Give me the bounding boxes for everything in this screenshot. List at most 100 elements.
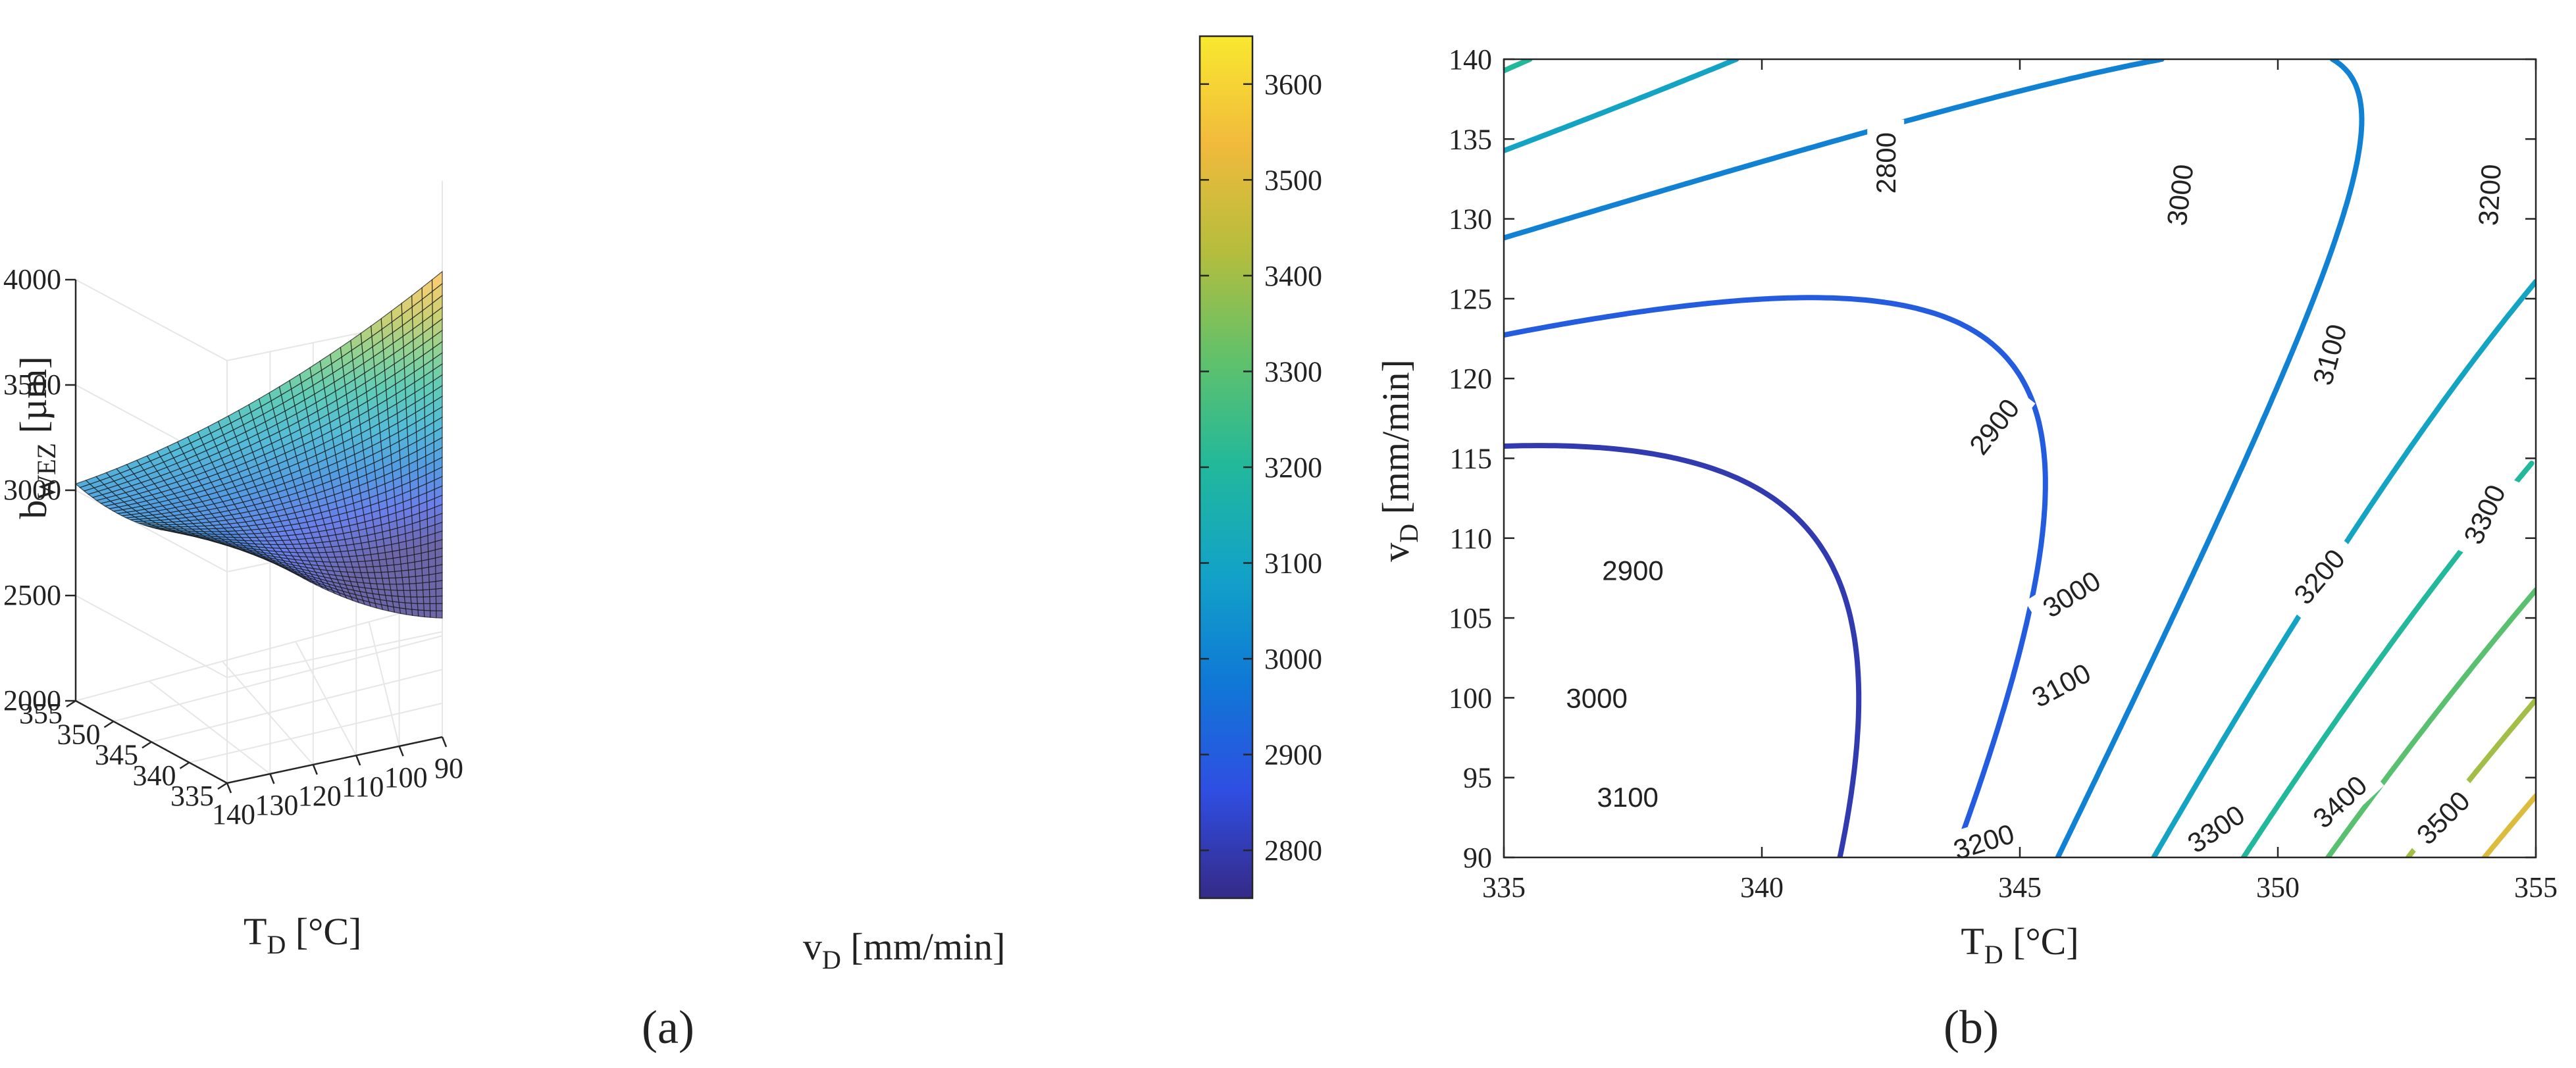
x-tick-label: 335 xyxy=(170,780,214,812)
x-tick-label: 350 xyxy=(57,718,101,750)
surface-patch xyxy=(429,596,437,605)
surface-patch xyxy=(409,590,418,598)
y-tick-label: 130 xyxy=(255,789,298,821)
contour-label-background xyxy=(1936,811,2031,872)
contour-x-axis-label-subscript: D xyxy=(1984,940,2003,969)
surface-mesh xyxy=(74,270,443,619)
z-axis-label-unit: [µm] xyxy=(12,356,55,443)
contour-label-background xyxy=(1553,679,1641,717)
contour-y-tick-label: 105 xyxy=(1449,602,1492,634)
contour-label-background xyxy=(2468,150,2510,240)
contour-y-axis-label: vD [mm/min] xyxy=(1374,359,1424,562)
colorbar-tick-label: 3200 xyxy=(1264,451,1322,484)
contour-label-background xyxy=(2399,773,2487,861)
contour-y-tick-label: 135 xyxy=(1449,123,1492,155)
y-axis-label: vD [mm/min] xyxy=(803,925,1006,975)
contour-line-3500 xyxy=(2481,793,2536,857)
contour-line-3300 xyxy=(2325,587,2536,857)
x-tick-mark xyxy=(142,741,152,749)
contour-x-axis-label-unit: [°C] xyxy=(2003,920,2079,963)
contour-x-tick-label: 340 xyxy=(1740,871,1784,903)
surface-patch xyxy=(411,609,419,617)
surface-patch xyxy=(421,574,430,584)
surface-patch xyxy=(417,609,425,618)
surface-patch xyxy=(74,480,91,488)
surface-patch xyxy=(407,569,417,578)
y-tick-mark xyxy=(226,782,232,794)
contour-label-background xyxy=(2156,149,2203,241)
x-axis-label-main: T xyxy=(244,910,267,953)
surface-patch xyxy=(436,610,443,619)
surface-patch xyxy=(395,576,403,585)
contour-line-2800 xyxy=(1504,443,1862,857)
z-tick-label: 3500 xyxy=(3,369,61,401)
y-tick-mark xyxy=(312,764,318,775)
colorbar-tick-label: 2800 xyxy=(1264,834,1322,867)
contour-label-background xyxy=(1867,119,1905,207)
contour-label-background xyxy=(1953,380,2036,472)
contour-label-group: 3200 xyxy=(2468,150,2510,240)
surface-patch xyxy=(402,583,411,591)
surface-patch xyxy=(411,602,419,611)
contour-x-tick-label: 355 xyxy=(2514,871,2558,903)
z-tick-label: 3000 xyxy=(3,474,61,506)
y-tick-label: 120 xyxy=(298,780,342,812)
z-axis-label: bWEZ [µm] xyxy=(12,356,61,519)
contour-y-axis-label-subscript: D xyxy=(1394,524,1424,543)
contour-label: 3100 xyxy=(1597,782,1658,813)
surface-patch xyxy=(401,569,409,578)
colorbar-tick-label: 3400 xyxy=(1264,260,1322,292)
surface-patch xyxy=(423,609,431,618)
surface-patch xyxy=(435,595,443,604)
colorbar-tick-label: 3100 xyxy=(1264,547,1322,580)
contour-x-tick-label: 345 xyxy=(1998,871,2042,903)
surface-patch xyxy=(423,603,431,611)
y-tick-mark xyxy=(355,755,361,766)
surface-patch xyxy=(429,610,437,619)
contour-ticks: 335 340 345 350 355 90 95 100 105 110 115 120 125 130… xyxy=(1449,43,2558,903)
contour-x-axis-label-main: T xyxy=(1961,920,1984,963)
x-tick-mark xyxy=(103,721,115,728)
contour-label-background xyxy=(2024,555,2119,633)
contour-x-axis-label: TD [°C] xyxy=(1961,920,2078,969)
contour-label-background xyxy=(2295,758,2384,845)
y-axis-label-unit: [mm/min] xyxy=(841,925,1006,968)
x-axis-label-subscript: D xyxy=(267,930,286,959)
x-tick-mark xyxy=(217,782,228,790)
surface-patch xyxy=(429,603,437,611)
surface-patch xyxy=(408,576,417,584)
y-tick-label: 100 xyxy=(384,761,428,794)
surface-patch xyxy=(393,563,402,572)
colorbar-tick-label: 3500 xyxy=(1264,164,1322,196)
surface-patch xyxy=(417,603,425,611)
contour-label-group: 2800 xyxy=(1867,119,1905,207)
contour-y-tick-label: 115 xyxy=(1450,443,1492,475)
contour-label-background xyxy=(1589,551,1676,589)
colorbar-ticks: 2800 2900 3000 3100 3200 3300 3400 3500 3600 xyxy=(1200,68,1322,867)
y-tick-mark xyxy=(269,773,275,784)
contour-plot-area xyxy=(1504,59,2536,857)
z-tick-label: 2000 xyxy=(3,684,61,717)
z-tick-label: 4000 xyxy=(3,263,61,295)
surface-patch xyxy=(423,596,430,605)
contour-label-group: 2900 xyxy=(1589,551,1676,589)
colorbar-tick-label: 3000 xyxy=(1264,643,1322,675)
surface-patch xyxy=(409,582,417,591)
y-tick-label: 110 xyxy=(342,771,384,803)
contour-label-group: 3100 xyxy=(1584,778,1672,815)
surface-patch xyxy=(435,603,443,611)
surface-patch xyxy=(396,583,404,591)
contour-x-tick-label: 350 xyxy=(2256,871,2300,903)
contour-label: 2800 xyxy=(1870,132,1901,193)
surface-patch xyxy=(428,588,437,598)
contour-y-axis-label-main: v xyxy=(1374,543,1417,562)
contour-label-background xyxy=(2169,789,2263,869)
x-axis-label: TD [°C] xyxy=(244,910,361,959)
contour-label: 3200 xyxy=(2473,163,2507,226)
surface-patch xyxy=(422,582,430,591)
z-tick-label: 2500 xyxy=(3,579,61,611)
y-axis-label-subscript: D xyxy=(822,945,841,975)
contour-label-background xyxy=(2449,467,2519,562)
